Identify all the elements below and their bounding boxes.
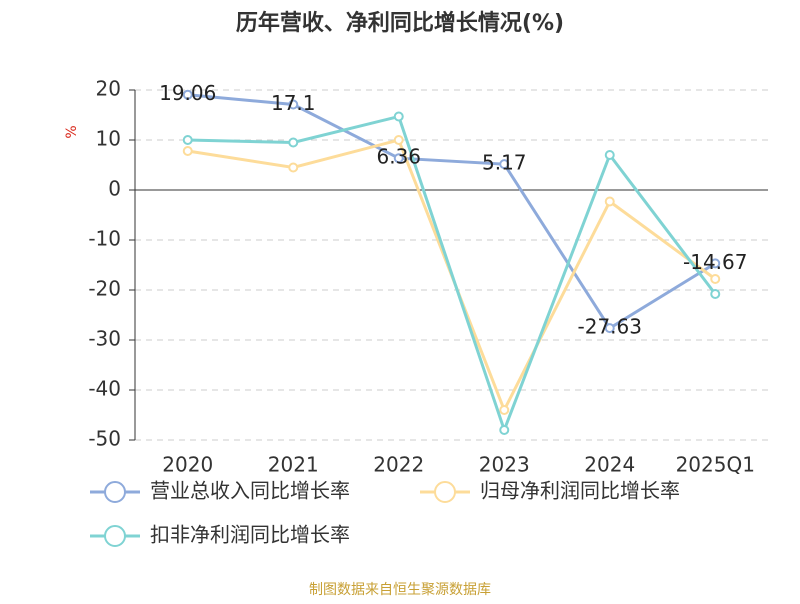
x-tick-label: 2023 xyxy=(479,453,530,477)
y-tick-label: -30 xyxy=(88,327,121,351)
data-point xyxy=(499,405,510,415)
y-tick-label: 10 xyxy=(96,127,121,151)
x-tick-label: 2024 xyxy=(584,453,635,477)
x-tick-label: 2022 xyxy=(373,453,424,477)
data-point xyxy=(182,146,193,156)
data-point xyxy=(182,135,193,145)
data-label: 5.17 xyxy=(482,151,527,175)
x-tick-label: 2020 xyxy=(162,453,213,477)
data-point xyxy=(710,289,721,299)
y-tick-label: 0 xyxy=(108,177,121,201)
legend-label: 营业总收入同比增长率 xyxy=(150,479,350,503)
series-line xyxy=(187,93,717,331)
x-tick-label: 2025Q1 xyxy=(676,453,755,477)
legend-marker xyxy=(104,481,126,503)
data-point xyxy=(499,159,510,170)
data-point xyxy=(182,89,193,100)
chart-title: 历年营收、净利同比增长情况(%) xyxy=(236,10,564,36)
y-tick-label: -40 xyxy=(88,377,121,401)
data-point xyxy=(393,135,404,145)
legend-marker xyxy=(434,481,456,503)
data-point xyxy=(288,162,299,173)
data-label: 6.36 xyxy=(376,145,421,169)
y-tick-label: -10 xyxy=(88,227,121,251)
footer: 制图数据来自恒生聚源数据库 xyxy=(309,582,491,598)
data-point xyxy=(604,150,615,160)
legend-marker xyxy=(104,525,126,547)
data-label: -14.67 xyxy=(683,250,747,274)
data-point xyxy=(499,425,510,435)
data-point xyxy=(288,137,299,148)
data-point xyxy=(393,153,404,164)
legend-label: 归母净利润同比增长率 xyxy=(480,479,680,503)
y-tick-label: 20 xyxy=(96,77,121,101)
legend-label: 扣非净利润同比增长率 xyxy=(150,523,350,547)
y-tick-label: -50 xyxy=(88,427,121,451)
series-line xyxy=(187,114,717,435)
data-point xyxy=(710,258,721,269)
data-label: 19.06 xyxy=(159,81,216,105)
data-label: -27.63 xyxy=(578,315,642,339)
data-point xyxy=(393,111,404,122)
data-point xyxy=(604,323,615,334)
x-tick-label: 2021 xyxy=(268,453,319,477)
data-point xyxy=(288,99,299,110)
data-label: 17.1 xyxy=(271,91,316,115)
y-tick-label: -20 xyxy=(88,277,121,301)
y-axis-label: % xyxy=(64,125,80,138)
data-point xyxy=(604,196,615,207)
data-point xyxy=(710,274,721,284)
